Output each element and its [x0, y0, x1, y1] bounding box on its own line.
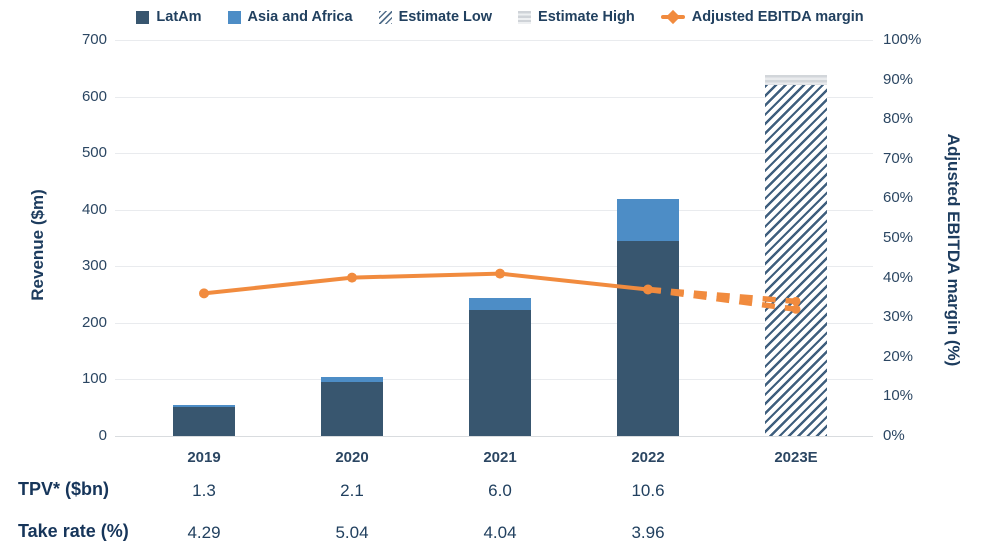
line-swatch-icon: [660, 9, 685, 25]
ebitda-point-2020: [347, 272, 357, 283]
right-tick-90: 90%: [883, 70, 914, 88]
gridline-600: [115, 96, 873, 98]
ebitda-line-solid: [203, 271, 649, 296]
ebitda-point-2019: [199, 288, 209, 299]
table-cell-2020-row1: 5.04: [335, 523, 369, 542]
hatch-swatch-icon: [378, 10, 392, 24]
latam-swatch-icon: [136, 10, 150, 24]
right-axis-title: Adjusted EBITDA margin (%): [944, 133, 963, 367]
bar-2019-asia-and-africa: [173, 404, 235, 407]
table-row-label-take-rate: Take rate (%): [18, 521, 129, 541]
bar-2022-asia-and-africa: [617, 198, 679, 241]
left-tick-600: 600: [81, 87, 107, 105]
legend-item-hatch: Estimate Low: [378, 9, 493, 25]
gridline-500: [115, 153, 873, 155]
asia-swatch-icon: [227, 10, 241, 24]
left-tick-100: 100: [81, 370, 107, 388]
legend-label: LatAm: [156, 9, 202, 25]
diamond-marker-icon: [665, 9, 680, 25]
right-tick-20: 20%: [883, 347, 914, 365]
bar-2019-latam: [173, 406, 235, 436]
table-cell-2019-row0: 1.3: [192, 481, 216, 500]
plot-area: [115, 40, 873, 437]
gridline-0: [115, 436, 873, 437]
right-tick-50: 50%: [883, 229, 914, 246]
legend-item-line: Adjusted EBITDA margin: [660, 9, 864, 25]
ebitda-point-2021: [495, 268, 505, 279]
ebitda-line-estimate-low: [647, 286, 797, 313]
table-cell-2021-row0: 6.0: [488, 481, 512, 500]
right-tick-100: 100%: [883, 31, 922, 48]
table-cell-2019-row1: 4.29: [187, 523, 221, 542]
x-label-2021: 2021: [483, 449, 517, 466]
legend-item-latam: LatAm: [136, 9, 202, 25]
ebitda-point-estimate-high: [791, 296, 801, 306]
bar-2022-latam: [617, 240, 679, 436]
left-tick-400: 400: [81, 200, 107, 218]
legend-item-asia: Asia and Africa: [227, 9, 353, 25]
gridline-300: [115, 266, 873, 268]
x-label-2019: 2019: [187, 449, 221, 466]
x-label-2022: 2022: [631, 449, 665, 466]
bar-2023E-estimate-low: [765, 85, 827, 436]
bar-2021-latam: [469, 310, 531, 436]
legend-label: Adjusted EBITDA margin: [691, 9, 864, 25]
right-tick-10: 10%: [883, 387, 914, 405]
right-tick-80: 80%: [883, 110, 914, 128]
x-label-2020: 2020: [335, 449, 369, 466]
legend-label: Estimate High: [538, 9, 635, 25]
left-tick-500: 500: [81, 144, 107, 162]
right-tick-40: 40%: [883, 268, 914, 286]
gray-swatch-icon: [518, 10, 532, 24]
ebitda-margin-line: [199, 268, 801, 314]
ebitda-point-estimate-low: [791, 304, 801, 314]
left-axis-title: Revenue ($m): [28, 189, 47, 301]
x-label-2023E: 2023E: [774, 449, 818, 466]
right-tick-70: 70%: [883, 149, 914, 167]
legend-item-gray: Estimate High: [518, 9, 635, 25]
right-tick-0: 0%: [883, 427, 905, 444]
gridline-400: [115, 209, 873, 211]
table-cell-2022-row0: 10.6: [631, 481, 665, 500]
bar-2020-asia-and-africa: [321, 377, 383, 382]
bar-2020-latam: [321, 381, 383, 436]
table-cell-2021-row1: 4.04: [483, 523, 517, 542]
right-tick-60: 60%: [883, 189, 914, 207]
legend-label: Asia and Africa: [247, 9, 353, 25]
bar-2021-asia-and-africa: [469, 297, 531, 311]
ebitda-point-2022: [643, 284, 653, 295]
legend: LatAm Asia and Africa Estimate Low Estimate…: [0, 6, 1000, 28]
left-tick-0: 0: [98, 427, 107, 444]
table-cell-2022-row1: 3.96: [631, 523, 665, 542]
table-row-label-tpv: TPV* ($bn): [18, 479, 110, 499]
left-tick-700: 700: [81, 31, 107, 48]
bar-2023E-estimate-high: [765, 75, 827, 86]
legend-label: Estimate Low: [398, 9, 493, 25]
table-cell-2020-row0: 2.1: [340, 481, 364, 500]
left-tick-200: 200: [81, 313, 107, 331]
right-tick-30: 30%: [883, 308, 914, 326]
left-tick-300: 300: [81, 257, 107, 275]
gridline-700: [115, 40, 873, 41]
